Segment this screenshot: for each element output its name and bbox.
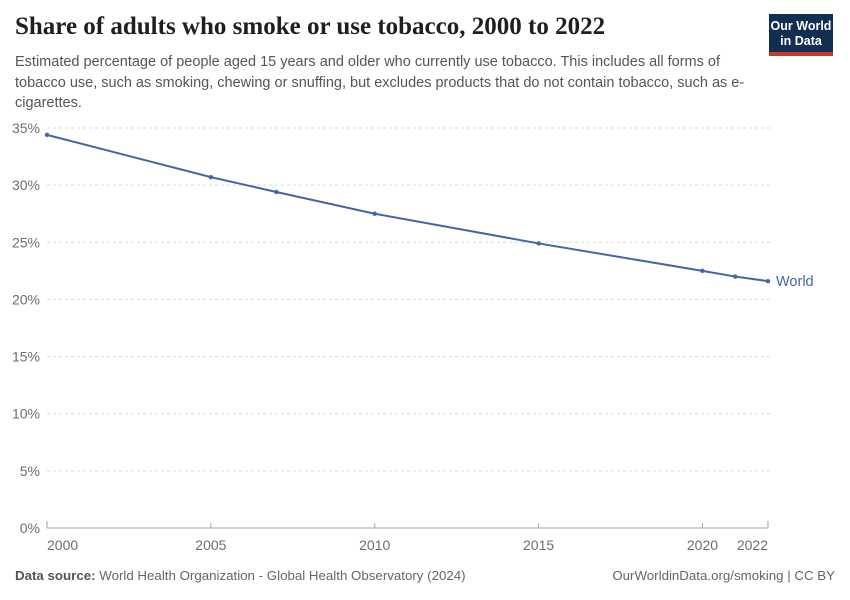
data-source-text: World Health Organization - Global Healt…	[95, 568, 466, 583]
footer-credit: OurWorldinData.org/smoking | CC BY	[612, 568, 835, 583]
data-point-world-2005[interactable]	[208, 174, 214, 180]
x-tick-label-2005: 2005	[195, 537, 226, 553]
line-chart-canvas: 0% 5% 10% 15% 20% 25% 30% 35% 2000 2005 2010 2015 20…	[12, 120, 814, 553]
y-tick-label-20: 20%	[12, 291, 40, 307]
data-point-world-2007[interactable]	[274, 189, 279, 195]
logo-line-2: in Data	[780, 33, 822, 48]
data-source-label: Data source:	[15, 568, 96, 583]
y-tick-label-0: 0%	[20, 520, 40, 536]
series-label-world[interactable]: World	[776, 274, 814, 290]
y-tick-label-15: 15%	[12, 349, 40, 365]
chart-subtitle: Estimated percentage of people aged 15 y…	[15, 54, 745, 112]
series-line-world[interactable]	[46, 133, 769, 283]
x-tick-label-2020: 2020	[687, 537, 718, 553]
chart-footer: Data source: World Health Organization -…	[15, 568, 835, 583]
x-tick-label-2015: 2015	[523, 537, 554, 553]
x-tick-label-2010: 2010	[359, 537, 390, 553]
data-point-world-2010[interactable]	[372, 211, 377, 216]
x-tick-label-2022: 2022	[737, 537, 768, 553]
y-tick-label-5: 5%	[20, 463, 40, 479]
logo-line-1: Our World	[770, 19, 832, 33]
data-point-world-2000[interactable]	[44, 132, 50, 138]
y-tick-label-25: 25%	[12, 234, 40, 250]
data-point-world-2021[interactable]	[733, 274, 738, 279]
data-source-note: Data source: World Health Organization -…	[15, 568, 466, 583]
y-tick-label-10: 10%	[12, 406, 40, 422]
data-point-world-2020[interactable]	[700, 268, 705, 274]
data-point-world-2022[interactable]	[765, 278, 771, 284]
chart-title: Share of adults who smoke or use tobacco…	[15, 13, 606, 40]
y-tick-label-35: 35%	[12, 120, 40, 136]
y-tick-label-30: 30%	[12, 177, 40, 193]
x-tick-label-2000: 2000	[47, 537, 78, 553]
data-point-world-2015[interactable]	[536, 241, 541, 246]
owid-logo: Our World in Data	[769, 14, 833, 56]
